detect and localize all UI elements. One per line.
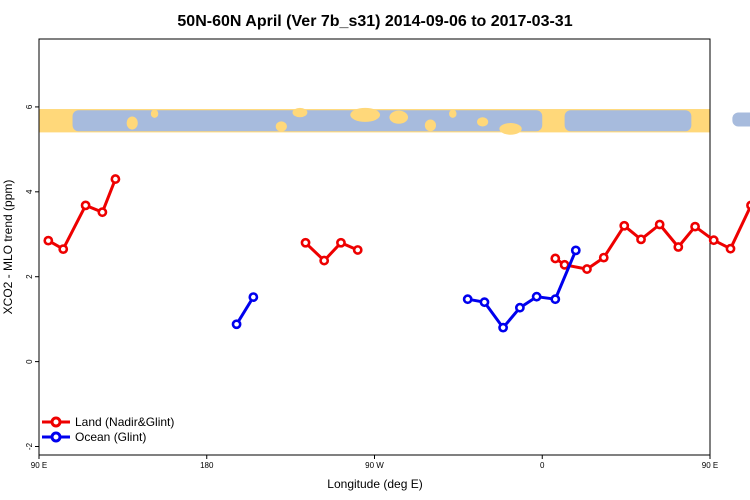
x-tick-label: 90 E	[31, 461, 47, 470]
ocean-data-point	[570, 245, 581, 256]
land-data-point	[708, 235, 719, 246]
map-landmass	[499, 123, 522, 135]
map-ocean-region	[732, 112, 750, 127]
y-tick-label: -2	[25, 442, 34, 450]
y-axis-label: XCO2 - MLO trend (ppm)	[1, 180, 15, 315]
land-data-point	[110, 174, 121, 184]
land-data-point	[319, 255, 330, 266]
x-tick-label: 90 E	[702, 461, 718, 470]
map-landmass	[275, 121, 287, 132]
land-data-point	[300, 237, 311, 248]
land-data-point	[80, 200, 91, 211]
map-landmass	[424, 119, 437, 132]
y-tick-label: 2	[25, 274, 34, 279]
y-tick-label: 4	[25, 189, 34, 194]
land-data-point	[97, 207, 108, 218]
x-tick-label: 0	[540, 461, 545, 470]
map-landmass	[350, 107, 381, 122]
map-landmass	[389, 110, 409, 124]
map-landmass	[449, 109, 457, 118]
land-data-point	[43, 235, 54, 246]
y-tick-label: 0	[25, 359, 34, 364]
map-landmass	[477, 117, 489, 127]
map-ocean-region	[564, 110, 692, 132]
chart-title: 50N-60N April (Ver 7b_s31) 2014-09-06 to…	[177, 13, 572, 30]
legend-land-label: Land (Nadir&Glint)	[75, 415, 174, 429]
land-series-line	[554, 204, 750, 271]
map-ocean-region	[72, 110, 543, 132]
ocean-data-point	[531, 291, 542, 302]
ocean-data-point	[550, 294, 561, 305]
y-tick-label: 6	[25, 104, 34, 109]
land-data-point	[746, 200, 750, 211]
land-series-line	[304, 241, 359, 263]
land-data-point	[598, 252, 609, 263]
map-landmass	[292, 107, 308, 118]
map-landmass	[126, 116, 138, 130]
world-map-strip	[39, 107, 750, 135]
land-data-point	[352, 245, 363, 255]
land-data-point	[690, 221, 700, 232]
x-tick-label: 90 W	[365, 461, 384, 470]
land-data-point	[550, 253, 561, 264]
legend-land-marker	[50, 416, 62, 428]
ocean-data-point	[462, 294, 473, 305]
y-axis: -2 0 2 4 6	[25, 104, 39, 450]
ocean-data-point	[479, 297, 490, 308]
ocean-data-point	[248, 292, 259, 302]
land-data-point	[619, 220, 630, 231]
ocean-data-point	[498, 322, 509, 333]
ocean-data-point	[231, 319, 242, 330]
legend-ocean-label: Ocean (Glint)	[75, 430, 146, 444]
land-data-point	[636, 234, 646, 245]
ocean-data-point	[514, 302, 525, 313]
series-layer	[43, 174, 750, 333]
land-data-point	[725, 243, 736, 254]
ocean-series-line	[235, 296, 255, 326]
x-axis-label: Longitude (deg E)	[327, 477, 422, 491]
land-data-point	[654, 219, 665, 230]
land-data-point	[336, 237, 346, 248]
legend-ocean-marker	[50, 431, 62, 443]
x-tick-label: 180	[200, 461, 214, 470]
land-data-point	[582, 264, 592, 274]
land-data-point	[58, 244, 69, 255]
land-data-point	[673, 242, 684, 252]
legend: Land (Nadir&Glint) Ocean (Glint)	[42, 415, 174, 444]
map-landmass	[150, 109, 159, 118]
